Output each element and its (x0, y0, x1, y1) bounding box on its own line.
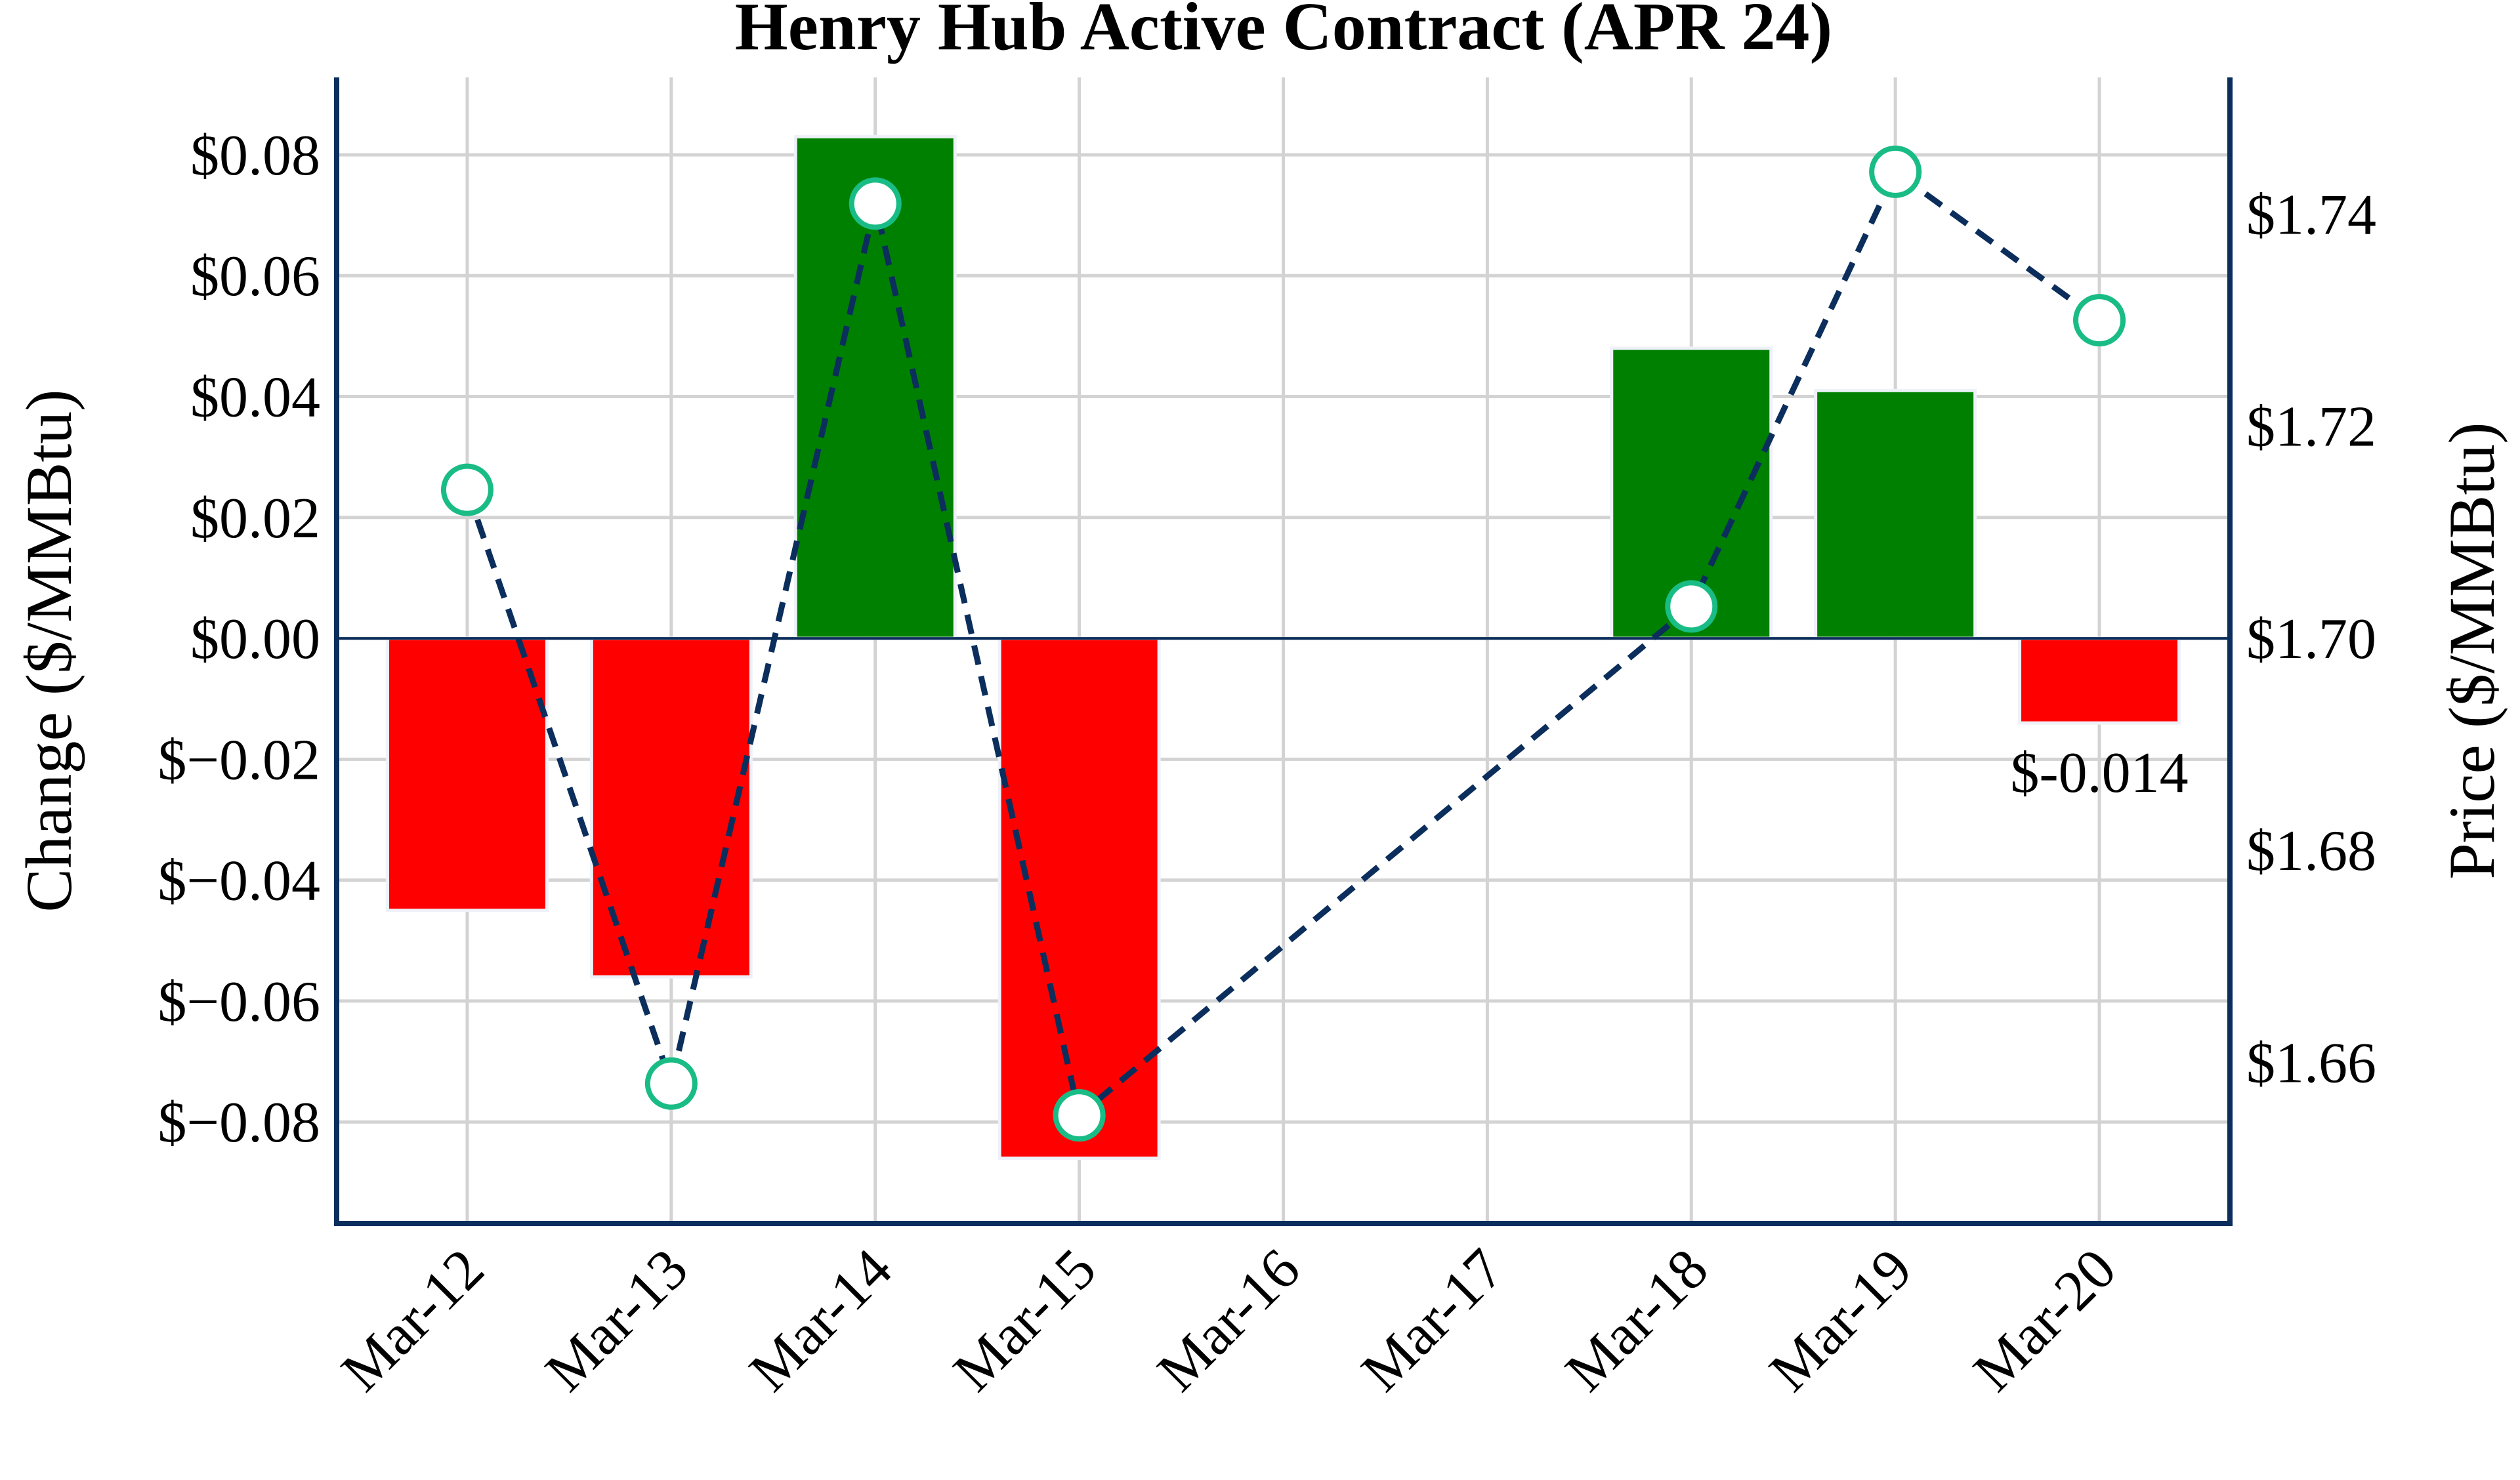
y-tick-label: $−0.02 (158, 728, 320, 792)
y-tick-label: $−0.06 (158, 970, 320, 1034)
bar-mar-19 (1814, 388, 1977, 640)
price-line-group (440, 145, 2126, 1142)
x-tick-label: Mar-13 (534, 1237, 700, 1404)
y-tick-label: $0.08 (190, 124, 320, 188)
x-tick-label: Mar-18 (1553, 1237, 1720, 1404)
price-marker (440, 463, 494, 516)
y2-tick-label: $1.68 (2246, 819, 2376, 883)
bar-annotation: $-0.014 (2010, 741, 2188, 805)
bar-mar-15 (998, 636, 1161, 1160)
price-marker (1665, 580, 1718, 633)
chart-title: Henry Hub Active Contract (APR 24) (735, 0, 1832, 64)
bar-mar-12 (385, 636, 549, 913)
y-tick-label: $0.00 (190, 607, 320, 671)
x-tick-label: Mar-16 (1146, 1237, 1312, 1404)
x-tick-label: Mar-20 (1962, 1237, 2128, 1404)
y-tick-label: $0.02 (190, 487, 320, 550)
y2-tick-label: $1.66 (2246, 1031, 2376, 1095)
x-tick-label: Mar-14 (738, 1237, 904, 1404)
y2-tick-label: $1.74 (2246, 183, 2376, 247)
price-marker (1869, 145, 1922, 198)
y-tick-label: $−0.04 (158, 850, 320, 913)
price-marker (2073, 294, 2126, 347)
y-tick-label: $0.06 (190, 245, 320, 308)
bar-mar-14 (793, 134, 957, 640)
price-marker (1053, 1089, 1106, 1142)
x-tick-label: Mar-15 (942, 1237, 1108, 1404)
bar-mar-13 (589, 636, 753, 979)
x-tick-label: Mar-12 (329, 1237, 496, 1404)
price-marker (644, 1057, 698, 1110)
y-tick-label: $−0.08 (158, 1091, 320, 1155)
y2-tick-label: $1.70 (2246, 607, 2376, 671)
price-marker (849, 177, 902, 230)
x-tick-label: Mar-19 (1757, 1237, 1924, 1404)
y2-tick-label: $1.72 (2246, 396, 2376, 459)
x-tick-label: Mar-17 (1350, 1237, 1517, 1404)
bar-mar-20 (2018, 636, 2181, 725)
y2-axis-label: Price ($/MMBtu) (2435, 422, 2508, 879)
y-axis-label: Change ($/MMBtu) (12, 389, 85, 912)
y-tick-label: $0.04 (190, 366, 320, 430)
